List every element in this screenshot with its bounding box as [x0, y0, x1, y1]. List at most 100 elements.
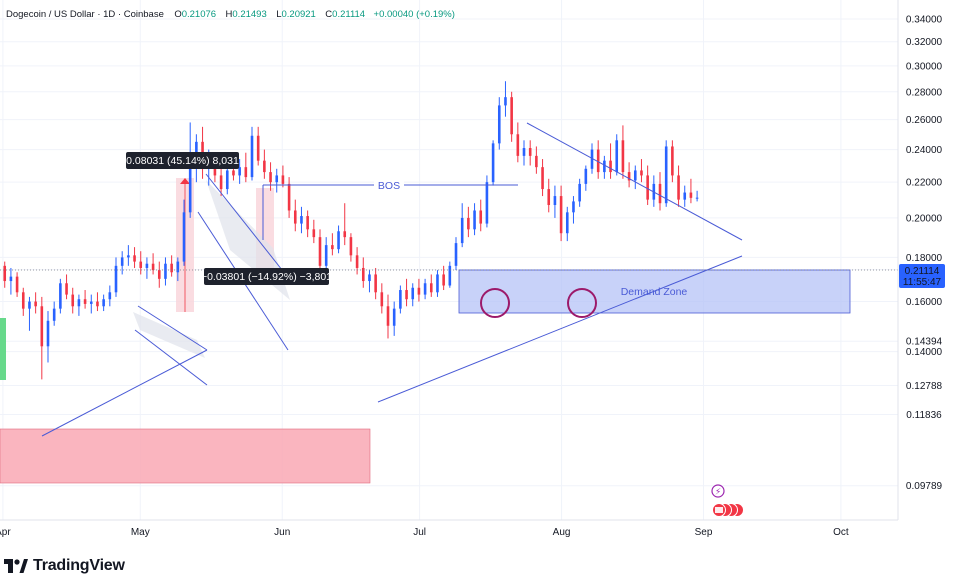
legend-low: 0.20921 [281, 9, 315, 20]
supply-zone [0, 428, 371, 484]
candle [491, 140, 495, 186]
candle-body [677, 175, 680, 200]
candle-body [52, 308, 56, 321]
candle [52, 301, 56, 326]
time-axis[interactable]: Apr May Jun Jul Aug Sep Oct [0, 519, 898, 538]
candle-body [485, 182, 489, 224]
price-tick-label: 0.09789 [906, 481, 943, 492]
flag-channel-fill [133, 312, 205, 358]
candle-body [399, 290, 402, 309]
candle [59, 278, 62, 314]
candle [182, 199, 186, 266]
candle [102, 294, 105, 312]
candle [157, 261, 161, 288]
candle [572, 196, 575, 224]
price-tick-label: 0.14394 [906, 337, 943, 348]
candle-body [89, 301, 93, 304]
candle-body [15, 276, 19, 293]
candle [405, 278, 408, 307]
symbol-legend: Dogecoin / US Dollar · 1D · Coinbase O0.… [6, 9, 455, 20]
down-channel-upper [205, 173, 291, 281]
candle-body [59, 283, 62, 309]
candle [34, 292, 37, 314]
candle [96, 292, 99, 312]
downtrend-line-right [526, 122, 743, 241]
legend-symbol: Dogecoin / US Dollar · 1D · Coinbase [6, 9, 164, 20]
candle [3, 261, 7, 288]
candle-body [77, 299, 81, 307]
candle-body [21, 292, 25, 309]
last-price-badge: 0.21114 11:55:47 [899, 264, 945, 288]
uptrend-line-right [377, 255, 743, 403]
legend-change: +0.00040 (+0.19%) [374, 9, 455, 20]
candle-body [244, 167, 248, 178]
candle-body [671, 146, 674, 176]
candle-body [343, 231, 347, 238]
price-axis[interactable]: 0.34000 0.32000 0.30000 0.28000 0.26000 0.240… [897, 0, 943, 520]
candle-body [473, 210, 476, 230]
candle [603, 155, 606, 179]
candle-body [405, 290, 408, 300]
green-left-marker [0, 318, 6, 380]
candle-body [640, 170, 643, 176]
candle [374, 267, 377, 300]
candle [547, 178, 551, 213]
price-tick-label: 0.28000 [906, 87, 943, 98]
time-tick-label: May [131, 527, 150, 538]
candle [528, 140, 532, 166]
candle-body [312, 229, 316, 238]
candle-body [479, 210, 483, 224]
candle [677, 165, 680, 207]
candle-body [133, 255, 136, 262]
candle [510, 91, 513, 142]
candle [541, 159, 544, 197]
candle [565, 206, 569, 242]
candle [460, 203, 464, 248]
measure-up-label: 0.08031 (45.14%) 8,031 [126, 155, 239, 167]
event-flash-icon[interactable] [711, 484, 725, 498]
price-tick-label: 0.24000 [906, 145, 943, 156]
candle [343, 203, 347, 246]
price-tick-label: 0.26000 [906, 115, 943, 126]
countdown-value: 11:55:47 [903, 277, 942, 288]
time-tick-label: Sep [695, 527, 713, 538]
tradingview-logo[interactable]: TradingView [4, 556, 125, 576]
candle-body [238, 167, 241, 176]
candle [640, 159, 643, 183]
candle [473, 203, 476, 236]
candle-body [578, 183, 581, 202]
candle [436, 270, 439, 297]
candle-body [646, 175, 649, 200]
legend-close: 0.21114 [332, 9, 365, 20]
price-tick-label: 0.34000 [906, 15, 943, 26]
candle [553, 185, 557, 218]
candle-body [368, 274, 371, 282]
candle-body [380, 292, 384, 307]
candle [361, 257, 365, 288]
candle-body [114, 265, 118, 293]
candle [368, 270, 371, 293]
candle-body [40, 306, 44, 347]
candle [127, 245, 130, 266]
flag-upper-line [137, 305, 208, 351]
candle-body [145, 263, 149, 268]
candle-body [590, 149, 594, 169]
candle-body [423, 283, 427, 295]
candle-body [324, 245, 328, 266]
candle-body [318, 237, 322, 266]
candle [71, 287, 75, 314]
candle-body [176, 261, 180, 273]
candle-body [337, 231, 340, 250]
candle [28, 296, 31, 331]
flag-lower-line [134, 329, 208, 386]
candle [349, 233, 353, 262]
candle [238, 159, 241, 184]
candle-body [448, 265, 452, 286]
candle [145, 257, 149, 279]
price-tick-label: 0.16000 [906, 297, 943, 308]
candle-body [392, 308, 396, 326]
event-markers[interactable]: ⚡ [711, 484, 744, 517]
candle-body [547, 189, 551, 206]
candle-body [553, 196, 557, 206]
